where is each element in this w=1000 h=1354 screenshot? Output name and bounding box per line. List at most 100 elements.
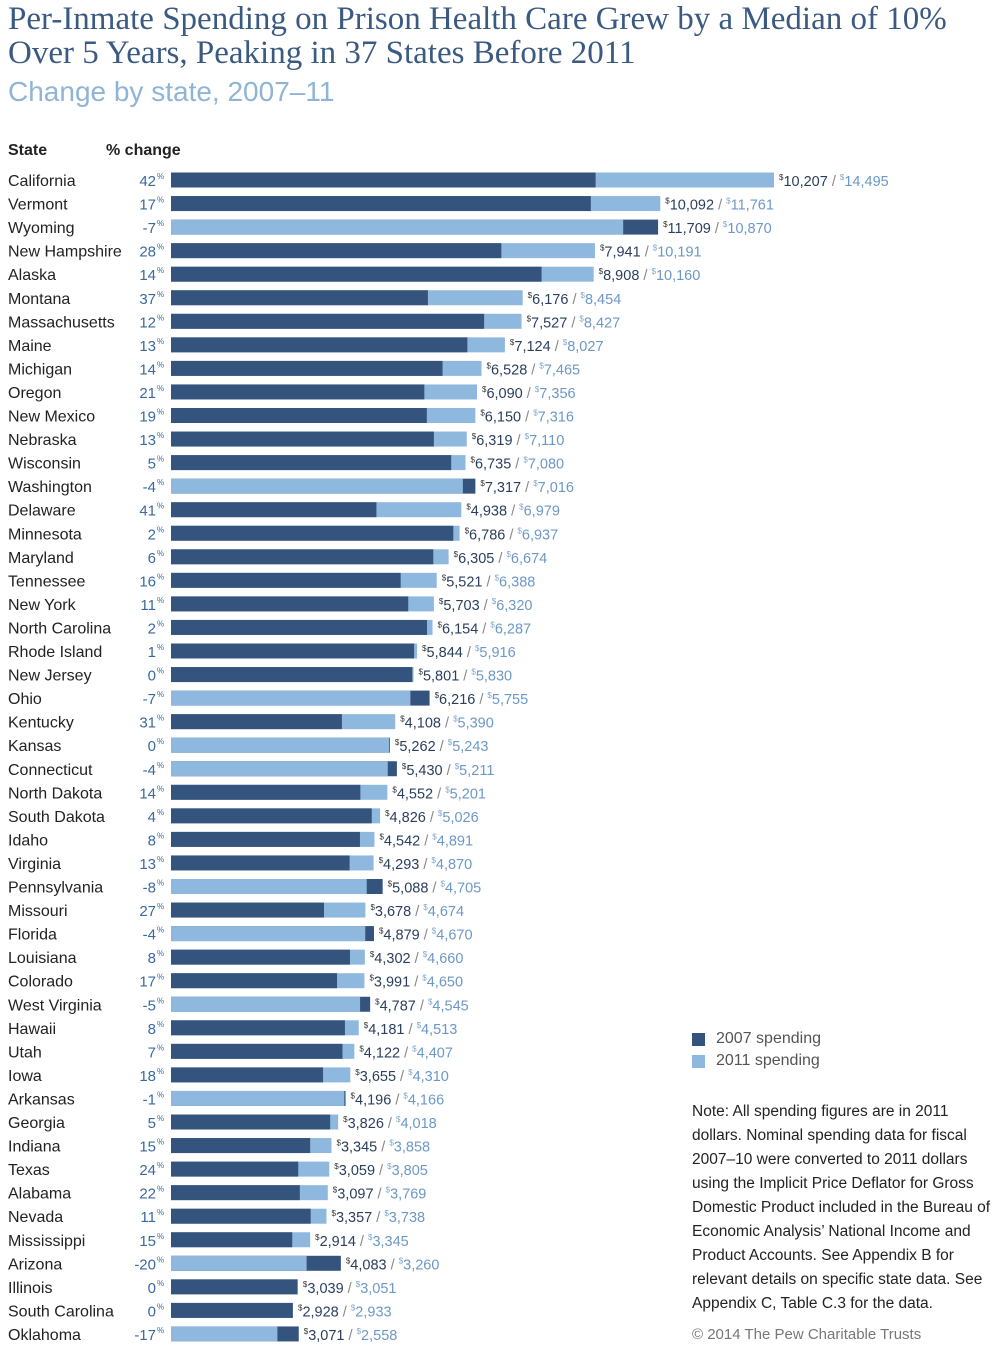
bar-2011 bbox=[171, 690, 411, 706]
value-label-2007: 3,357 bbox=[336, 1210, 372, 1226]
value-label-2011: 8,027 bbox=[567, 339, 603, 355]
dollar-sign-2011: $ bbox=[487, 691, 492, 700]
percent-change-label: 14 bbox=[139, 267, 156, 284]
value-label-2007: 3,059 bbox=[339, 1163, 375, 1179]
value-labels: $4,787 / $4,545 bbox=[375, 997, 469, 1014]
state-label: South Carolina bbox=[8, 1303, 114, 1320]
value-label-2011: 3,738 bbox=[389, 1210, 425, 1226]
dollar-sign-2011: $ bbox=[726, 197, 731, 206]
value-label-2011: 3,769 bbox=[390, 1187, 426, 1203]
state-label: Minnesota bbox=[8, 526, 82, 543]
bar-2007 bbox=[171, 784, 361, 800]
state-label: Montana bbox=[8, 291, 70, 308]
percent-sign: % bbox=[157, 1279, 164, 1288]
percent-change-label: 17 bbox=[139, 974, 156, 991]
value-label-2011: 5,243 bbox=[452, 739, 488, 755]
state-label: Oklahoma bbox=[8, 1327, 81, 1344]
dollar-sign-2011: $ bbox=[535, 385, 540, 394]
value-label-2007: 5,262 bbox=[399, 739, 435, 755]
value-label-2007: 6,305 bbox=[458, 551, 494, 567]
value-label-2011: 4,545 bbox=[432, 998, 468, 1014]
dollar-sign-2007: $ bbox=[379, 856, 384, 865]
value-separator: / bbox=[372, 1210, 384, 1226]
dollar-sign-2011: $ bbox=[432, 927, 437, 936]
dollar-sign-2007: $ bbox=[370, 903, 375, 912]
value-separator: / bbox=[433, 786, 445, 802]
state-label: New Hampshire bbox=[8, 244, 122, 261]
state-label: New Mexico bbox=[8, 409, 95, 426]
value-separator: / bbox=[527, 362, 539, 378]
dollar-sign-2007: $ bbox=[663, 220, 668, 229]
percent-sign: % bbox=[157, 1185, 164, 1194]
chart-row: California 42% $10,207 / $14,495 bbox=[8, 172, 889, 190]
legend-item-2007: 2007 spending bbox=[692, 1028, 821, 1050]
value-label-2011: 2,558 bbox=[361, 1328, 397, 1344]
chart-row: Ohio -7% $6,216 / $5,755 bbox=[8, 690, 528, 708]
percent-change-label: 15 bbox=[139, 1139, 156, 1156]
value-label-2011: 7,316 bbox=[538, 410, 574, 426]
value-label-2011: 5,830 bbox=[476, 669, 512, 685]
value-label-2011: 3,260 bbox=[403, 1257, 439, 1273]
dollar-sign-2007: $ bbox=[665, 197, 670, 206]
dollar-sign-2011: $ bbox=[423, 950, 428, 959]
percent-change-label: 1 bbox=[148, 644, 156, 661]
value-labels: $6,216 / $5,755 bbox=[435, 691, 529, 708]
chart-row: Florida -4% $4,879 / $4,670 bbox=[8, 926, 473, 944]
value-separator: / bbox=[420, 928, 432, 944]
chart-row: Indiana 15% $3,345 / $3,858 bbox=[8, 1138, 430, 1156]
chart-row: Michigan 14% $6,528 / $7,465 bbox=[8, 360, 580, 378]
chart-legend: 2007 spending 2011 spending bbox=[692, 1028, 821, 1072]
value-label-2011: 4,513 bbox=[421, 1022, 457, 1038]
dollar-sign-2007: $ bbox=[304, 1327, 309, 1336]
value-separator: / bbox=[344, 1281, 356, 1297]
value-label-2007: 4,181 bbox=[368, 1022, 404, 1038]
bar-2007 bbox=[171, 596, 409, 612]
chart-row: Nevada 11% $3,357 / $3,738 bbox=[8, 1208, 425, 1226]
dollar-sign-2011: $ bbox=[403, 1091, 408, 1100]
chart-row: Utah 7% $4,122 / $4,407 bbox=[8, 1043, 453, 1061]
percent-change-label: 19 bbox=[139, 409, 156, 426]
value-label-2011: 8,427 bbox=[584, 315, 620, 331]
value-label-2007: 6,216 bbox=[439, 692, 475, 708]
state-label: New Jersey bbox=[8, 668, 92, 685]
value-separator: / bbox=[714, 198, 726, 214]
value-separator: / bbox=[411, 904, 423, 920]
value-label-2007: 6,319 bbox=[476, 433, 512, 449]
value-labels: $5,703 / $6,320 bbox=[439, 597, 533, 614]
value-label-2007: 4,122 bbox=[364, 1045, 400, 1061]
percent-change-label: 2 bbox=[148, 620, 156, 637]
value-separator: / bbox=[521, 480, 533, 496]
value-separator: / bbox=[441, 716, 453, 732]
percent-sign: % bbox=[157, 596, 164, 605]
state-label: Virginia bbox=[8, 856, 61, 873]
percent-sign: % bbox=[157, 808, 164, 817]
chart-row: New York 11% $5,703 / $6,320 bbox=[8, 596, 533, 614]
value-separator: / bbox=[426, 810, 438, 826]
bar-2007 bbox=[171, 408, 427, 423]
chart-row: Minnesota 2% $6,786 / $6,937 bbox=[8, 525, 558, 543]
value-labels: $6,176 / $8,454 bbox=[528, 291, 622, 308]
legend-swatch-2011 bbox=[692, 1054, 705, 1068]
chart-row: Rhode Island 1% $5,844 / $5,916 bbox=[8, 643, 516, 661]
percent-sign: % bbox=[157, 855, 164, 864]
value-separator: / bbox=[384, 1116, 396, 1132]
state-label: Hawaii bbox=[8, 1021, 56, 1038]
dollar-sign-2007: $ bbox=[779, 173, 784, 182]
dollar-sign-2011: $ bbox=[428, 997, 433, 1006]
state-label: Alabama bbox=[8, 1186, 71, 1203]
dollar-sign-2011: $ bbox=[533, 409, 538, 418]
value-label-2011: 3,805 bbox=[392, 1163, 428, 1179]
value-labels: $3,039 / $3,051 bbox=[303, 1280, 397, 1297]
percent-sign: % bbox=[157, 714, 164, 723]
dollar-sign-2011: $ bbox=[563, 338, 568, 347]
percent-change-label: -5 bbox=[143, 997, 156, 1014]
value-label-2007: 3,655 bbox=[360, 1069, 396, 1085]
value-label-2007: 4,302 bbox=[374, 951, 410, 967]
value-label-2007: 10,207 bbox=[783, 174, 827, 190]
state-label: Tennessee bbox=[8, 573, 85, 590]
state-label: Idaho bbox=[8, 832, 48, 849]
dollar-sign-2007: $ bbox=[510, 338, 515, 347]
bar-2011 bbox=[171, 737, 390, 753]
value-label-2007: 6,528 bbox=[491, 362, 527, 378]
value-label-2007: 2,928 bbox=[302, 1304, 338, 1320]
